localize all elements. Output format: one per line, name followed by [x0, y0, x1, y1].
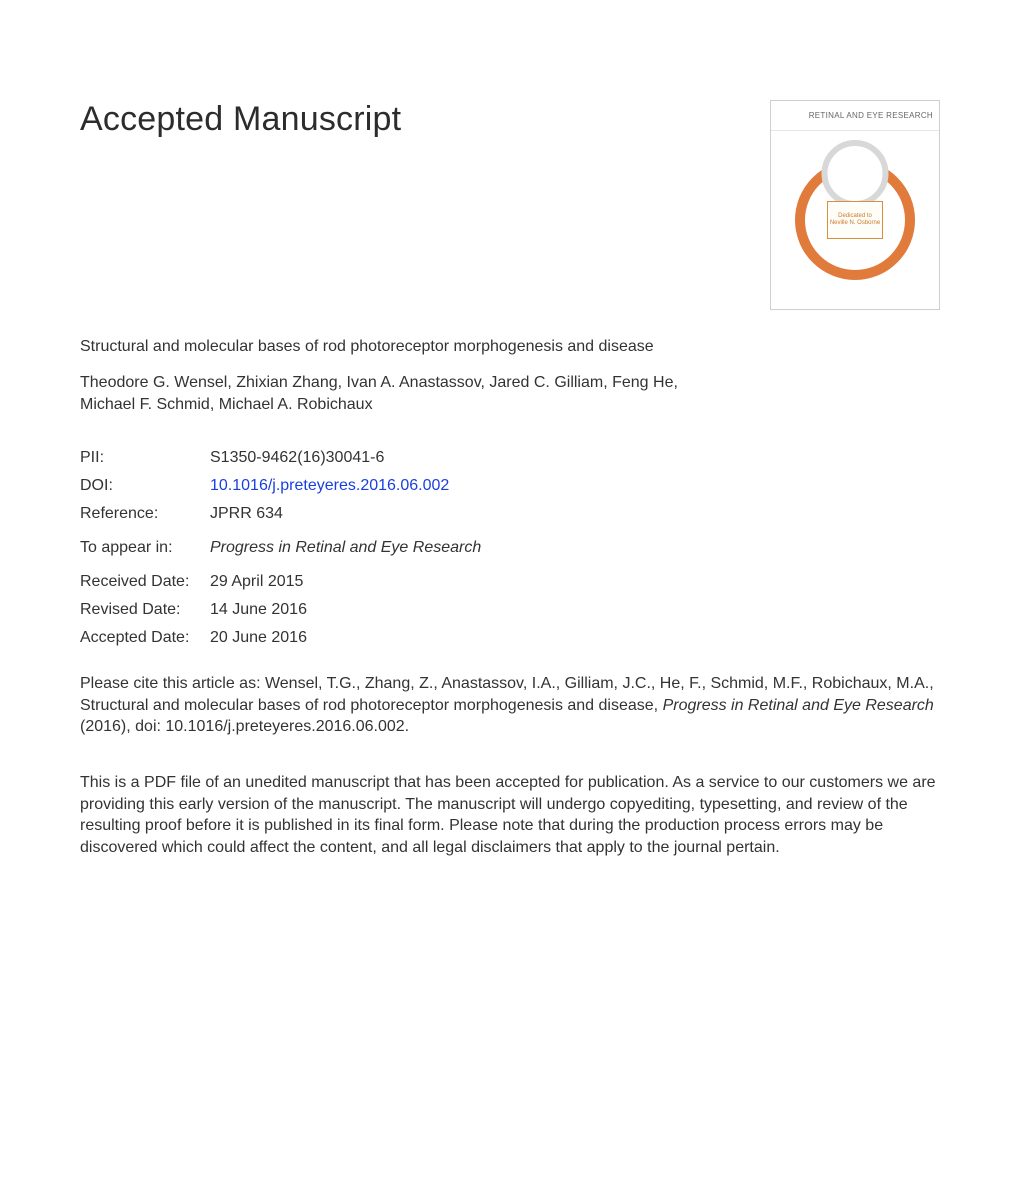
meta-row-received: Received Date: 29 April 2015 [80, 573, 940, 591]
meta-row-doi: DOI: 10.1016/j.preteyeres.2016.06.002 [80, 477, 940, 495]
article-authors: Theodore G. Wensel, Zhixian Zhang, Ivan … [80, 372, 720, 415]
meta-label-to-appear: To appear in: [80, 539, 210, 557]
meta-label-accepted: Accepted Date: [80, 629, 210, 647]
journal-cover-art: Dedicated to Neville N. Osborne [771, 131, 939, 309]
cover-dedication-box: Dedicated to Neville N. Osborne [827, 201, 883, 239]
page: Accepted Manuscript RETINAL AND EYE RESE… [0, 0, 1020, 918]
cover-dedication-name: Neville N. Osborne [830, 220, 880, 227]
meta-value-accepted: 20 June 2016 [210, 629, 307, 647]
meta-value-doi[interactable]: 10.1016/j.preteyeres.2016.06.002 [210, 477, 449, 495]
cover-dedication-top: Dedicated to [838, 213, 872, 220]
meta-value-pii: S1350-9462(16)30041-6 [210, 449, 384, 467]
meta-value-received: 29 April 2015 [210, 573, 303, 591]
article-title: Structural and molecular bases of rod ph… [80, 338, 720, 356]
citation-suffix: (2016), doi: 10.1016/j.preteyeres.2016.0… [80, 718, 409, 735]
meta-value-revised: 14 June 2016 [210, 601, 307, 619]
meta-row-revised: Revised Date: 14 June 2016 [80, 601, 940, 619]
meta-row-accepted: Accepted Date: 20 June 2016 [80, 629, 940, 647]
meta-row-to-appear: To appear in: Progress in Retinal and Ey… [80, 539, 940, 557]
meta-value-reference: JPRR 634 [210, 505, 283, 523]
cover-ring-icon: Dedicated to Neville N. Osborne [795, 160, 915, 280]
meta-value-to-appear: Progress in Retinal and Eye Research [210, 539, 481, 557]
journal-cover-thumbnail: RETINAL AND EYE RESEARCH Dedicated to Ne… [770, 100, 940, 310]
metadata-block: PII: S1350-9462(16)30041-6 DOI: 10.1016/… [80, 449, 940, 647]
meta-row-pii: PII: S1350-9462(16)30041-6 [80, 449, 940, 467]
page-title: Accepted Manuscript [80, 100, 401, 139]
meta-row-reference: Reference: JPRR 634 [80, 505, 940, 523]
meta-label-received: Received Date: [80, 573, 210, 591]
header-row: Accepted Manuscript RETINAL AND EYE RESE… [80, 100, 940, 310]
meta-label-reference: Reference: [80, 505, 210, 523]
meta-label-pii: PII: [80, 449, 210, 467]
citation-paragraph: Please cite this article as: Wensel, T.G… [80, 673, 940, 738]
meta-label-revised: Revised Date: [80, 601, 210, 619]
citation-journal: Progress in Retinal and Eye Research [663, 697, 934, 714]
disclaimer-paragraph: This is a PDF file of an unedited manusc… [80, 772, 940, 858]
meta-label-doi: DOI: [80, 477, 210, 495]
journal-cover-title: RETINAL AND EYE RESEARCH [771, 101, 939, 131]
